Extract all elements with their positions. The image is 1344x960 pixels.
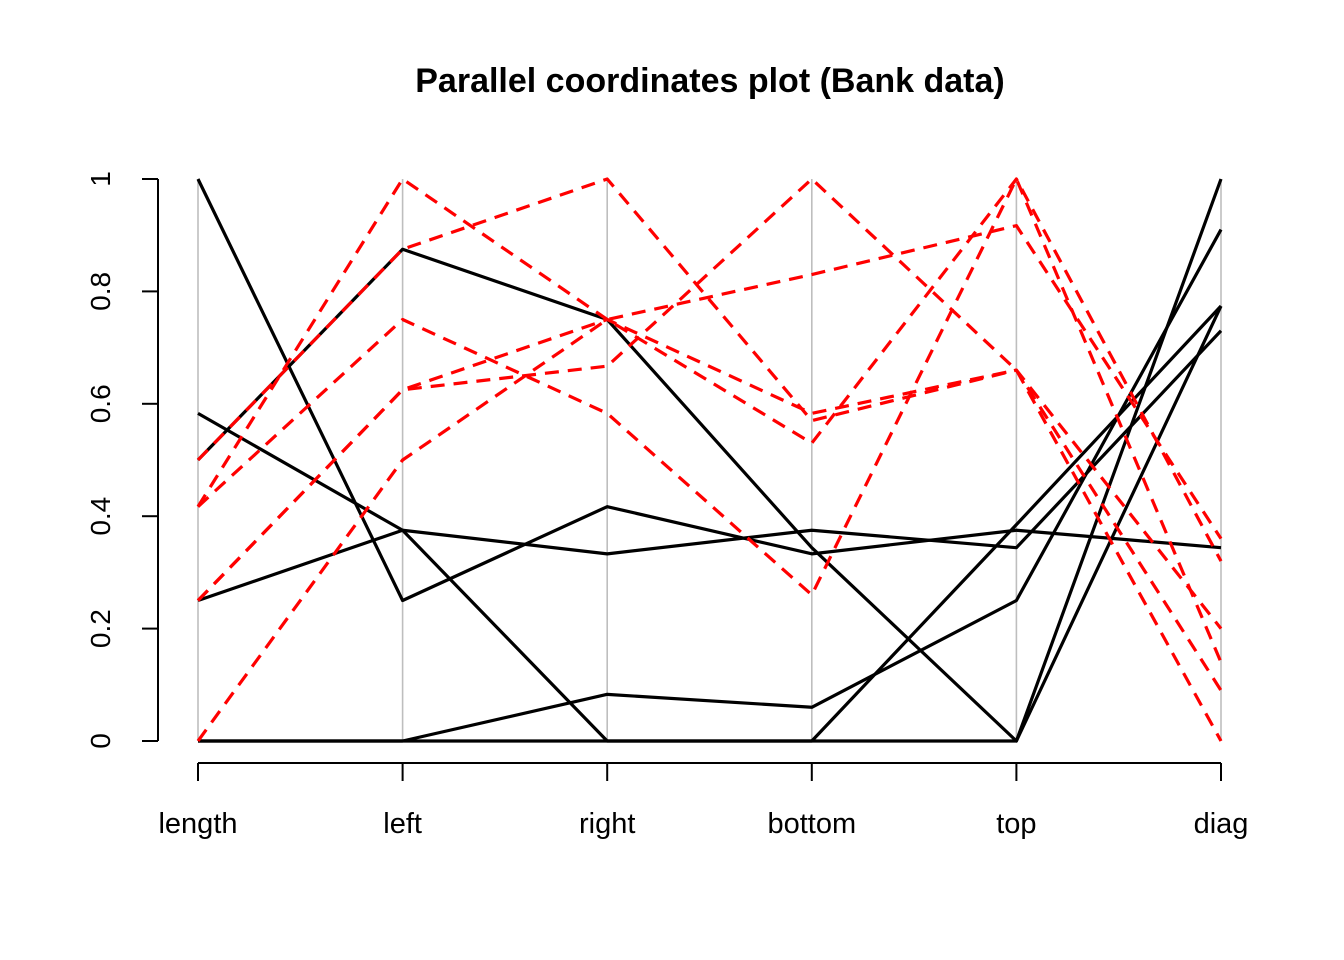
x-tick-label-diag: diag xyxy=(1194,808,1249,840)
series-line-genuine xyxy=(197,304,1223,743)
x-axis: length left right bottom top diag xyxy=(158,762,1249,840)
y-tick-label: 0.4 xyxy=(85,497,116,536)
series-line-counterfeit xyxy=(196,177,1223,692)
y-tick-label: 0.8 xyxy=(85,272,116,311)
series-line-genuine xyxy=(197,329,1223,603)
y-tick-label: 0 xyxy=(85,733,116,749)
series-line-counterfeit xyxy=(196,177,1223,562)
series-line-genuine xyxy=(198,178,1223,743)
grid-layer xyxy=(197,179,1222,741)
series-line-counterfeit xyxy=(196,224,1223,742)
series-line-genuine xyxy=(196,178,1222,603)
series-line-counterfeit xyxy=(196,177,1223,742)
series-line-counterfeit xyxy=(196,317,1223,630)
x-tick-label-length: length xyxy=(158,808,237,840)
series-line-counterfeit xyxy=(196,177,1223,663)
x-tick-label-left: left xyxy=(383,808,422,840)
series-line-genuine xyxy=(196,247,1223,743)
x-tick-label-right: right xyxy=(579,808,635,840)
x-tick-label-top: top xyxy=(996,808,1036,840)
y-tick-label: 0.6 xyxy=(85,384,116,423)
y-tick-label: 1 xyxy=(85,171,116,187)
series-layer xyxy=(196,177,1223,743)
y-axis: 0 0.2 0.4 0.6 0.8 1 xyxy=(85,171,159,749)
chart-title: Parallel coordinates plot (Bank data) xyxy=(415,62,1004,100)
y-tick-label: 0.2 xyxy=(85,609,116,648)
x-tick-label-bottom: bottom xyxy=(767,808,856,840)
